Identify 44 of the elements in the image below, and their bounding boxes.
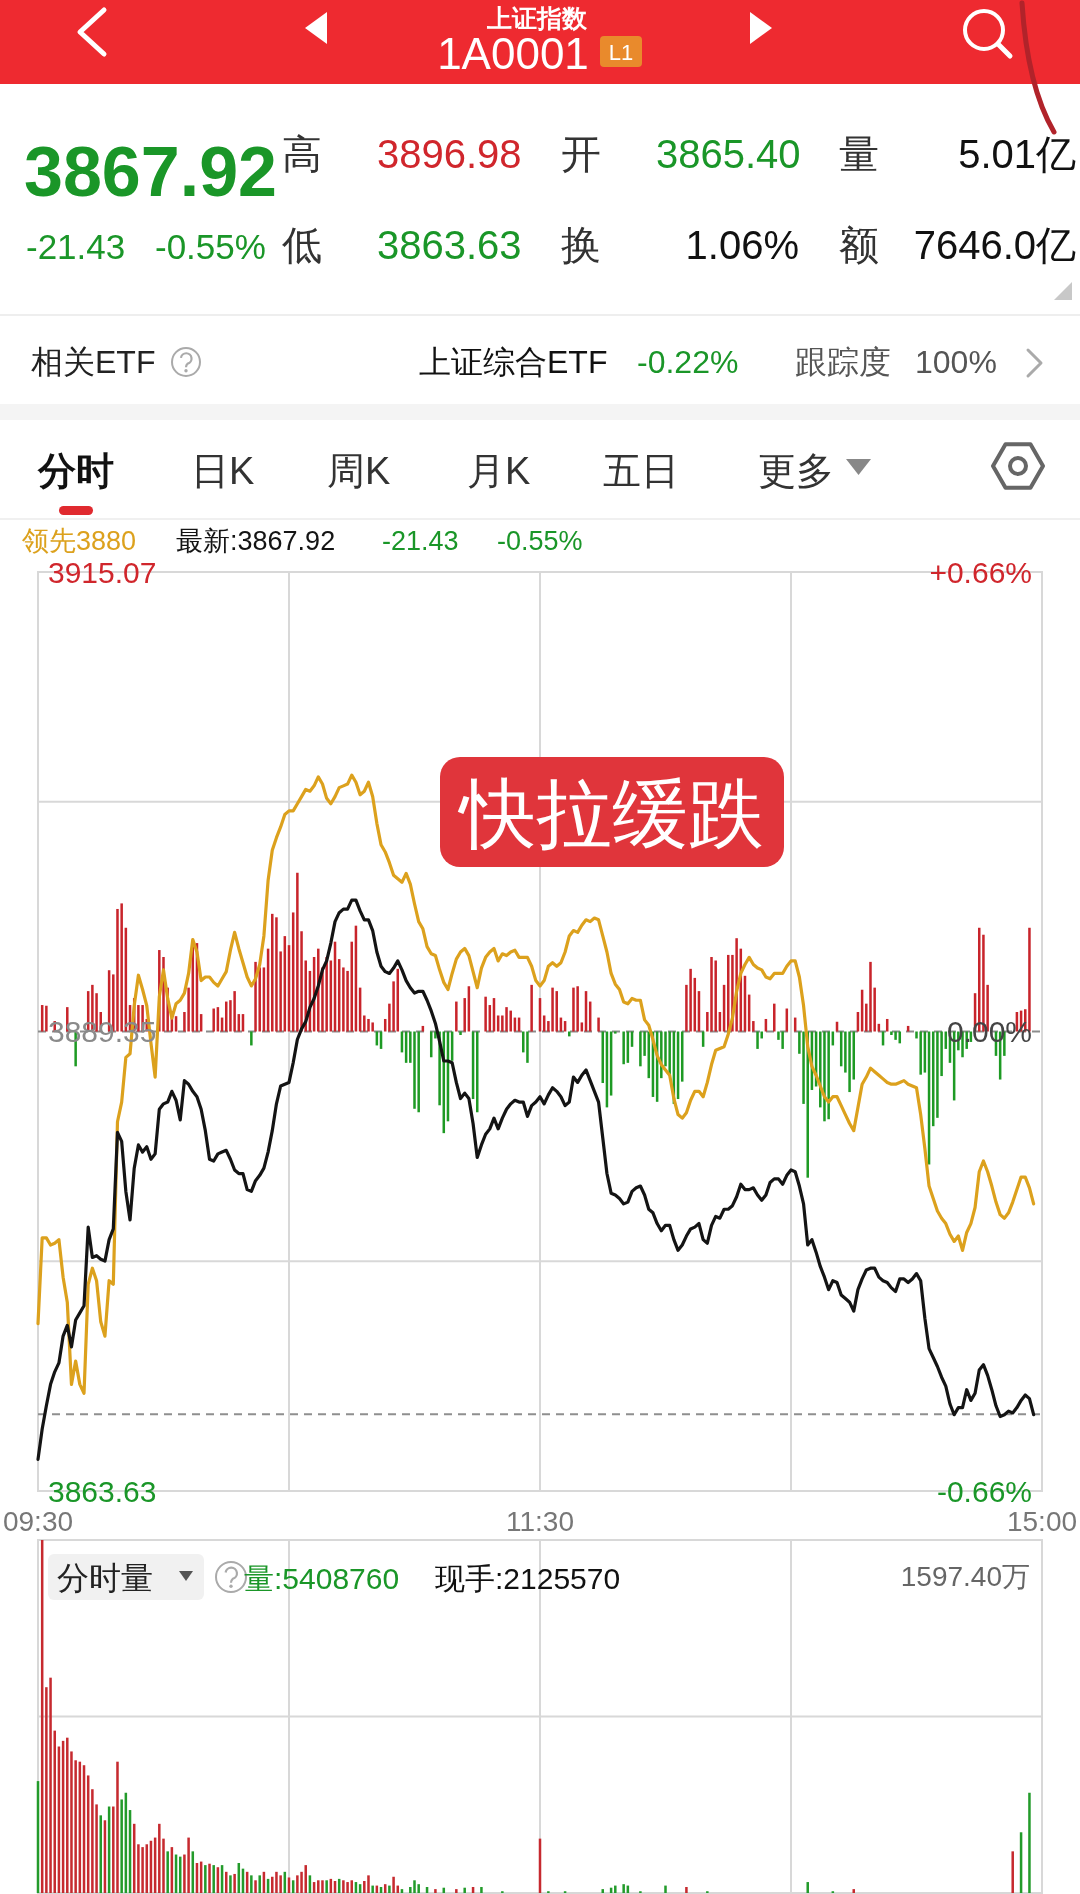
text: 100% xyxy=(915,344,997,380)
text: 开 xyxy=(561,132,601,176)
x-tick-label: 09:30 xyxy=(2,1506,74,1537)
text: 月K xyxy=(467,450,531,492)
text: 分时 xyxy=(37,450,114,492)
annotation: 现手:2125570 xyxy=(435,1562,621,1595)
x-tick-label: 15:00 xyxy=(1006,1506,1078,1537)
text: 最新:3867.92 xyxy=(176,526,336,556)
text: 3896.98 xyxy=(377,132,522,176)
y2-tick-label: +0.66% xyxy=(929,555,1032,589)
text: 3865.40 xyxy=(656,132,801,176)
text: 量 xyxy=(839,132,879,176)
text: -0.22% xyxy=(637,344,739,380)
text: 上证指数 xyxy=(486,4,588,32)
annotation: 快拉缓跌 xyxy=(457,771,764,856)
text: -21.43 xyxy=(382,526,459,556)
text: 跟踪度 xyxy=(795,344,891,380)
text: 额 xyxy=(839,223,879,267)
text: 相关ETF xyxy=(31,344,156,380)
text: 领先3880 xyxy=(22,526,137,556)
text: 3867.92 xyxy=(24,133,278,211)
text: 1.06% xyxy=(685,223,799,267)
annotation: 量:5408760 xyxy=(244,1562,400,1595)
text: 上证综合ETF xyxy=(419,344,608,380)
text: 分时量 xyxy=(57,1560,153,1596)
y-tick-label: 3863.63 xyxy=(48,1474,157,1508)
text: 低 xyxy=(282,223,322,267)
text: 高 xyxy=(282,132,322,176)
y-tick-label: 3915.07 xyxy=(48,555,157,589)
text: 7646.0亿 xyxy=(913,223,1076,267)
text: 周K xyxy=(327,450,391,492)
text: 3863.63 xyxy=(377,223,522,267)
x-tick-label: 11:30 xyxy=(506,1506,574,1537)
text: -0.55% xyxy=(497,526,583,556)
text: -21.43 xyxy=(26,227,126,266)
text: -0.55% xyxy=(155,227,266,266)
text: 换 xyxy=(561,223,601,267)
annotation: 1597.40万 xyxy=(900,1561,1030,1592)
text: 更多 xyxy=(758,450,834,492)
text: 五日 xyxy=(603,450,679,492)
text: 日K xyxy=(191,450,255,492)
text: 5.01亿 xyxy=(958,132,1076,176)
text: L1 xyxy=(608,40,634,65)
y2-tick-label: -0.66% xyxy=(936,1474,1032,1508)
